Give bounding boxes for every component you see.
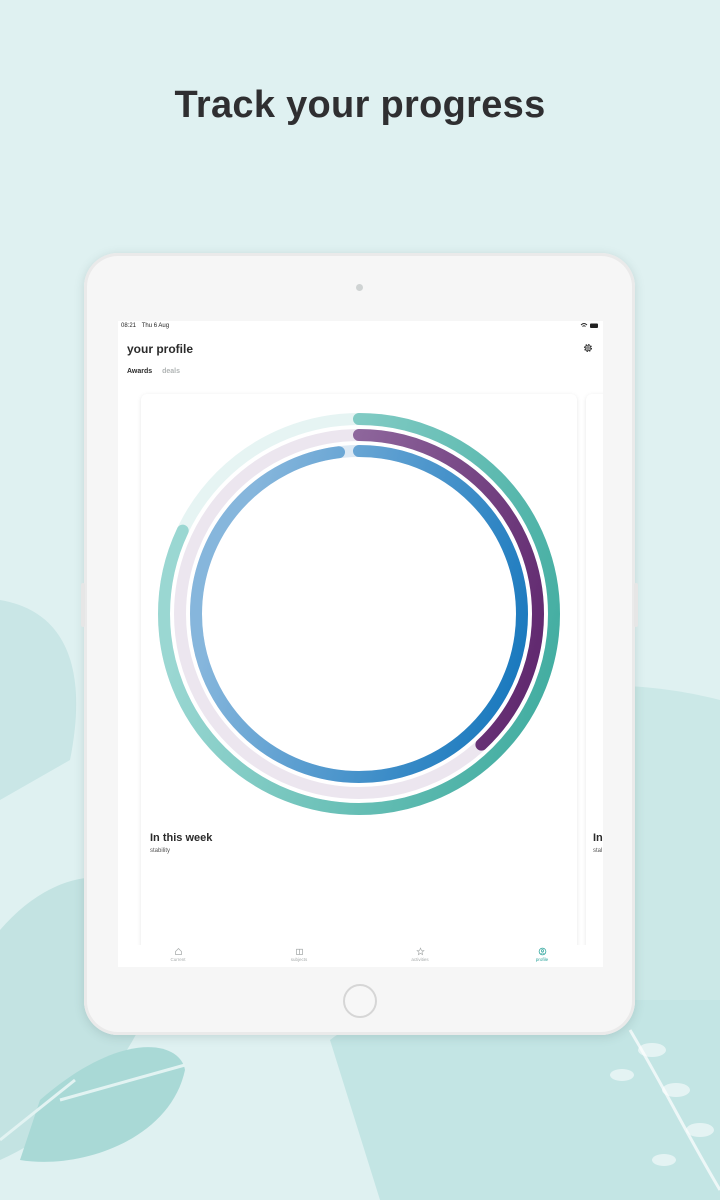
camera	[356, 284, 363, 291]
tab-deals[interactable]: deals	[162, 368, 181, 375]
tablet-frame: 08:21 Thu 6 Aug your profile Awards deal…	[81, 253, 638, 1035]
page-title: your profile	[127, 342, 194, 356]
ring-progress-inner	[190, 445, 528, 783]
segment-tabs: Awards deals	[127, 368, 188, 375]
progress-rings	[158, 413, 560, 815]
side-button-left	[81, 583, 85, 627]
headline: Track your progress	[174, 84, 546, 126]
ring-progress-middle	[174, 429, 544, 799]
tab-bar-profile[interactable]: profile	[512, 947, 572, 962]
card-title: In this week	[150, 832, 213, 844]
right-blob	[330, 992, 720, 1200]
status-date: Thu 6 Aug	[141, 323, 170, 329]
tab-bar: Current subjects activities	[118, 945, 603, 967]
next-card-subtitle: stal	[593, 848, 603, 854]
wifi-icon	[580, 323, 588, 327]
left-blob	[0, 600, 77, 800]
home-icon	[174, 947, 182, 955]
next-card-title: In	[593, 832, 603, 844]
tab-bar-activities[interactable]: activities	[390, 947, 450, 962]
tab-awards[interactable]: Awards	[127, 368, 153, 375]
tab-bar-label-profile: profile	[535, 957, 549, 962]
star-icon	[415, 947, 425, 956]
home-button[interactable]	[343, 984, 377, 1018]
tab-bar-subjects[interactable]: subjects	[269, 947, 329, 962]
card-subtitle: stability	[150, 848, 171, 854]
battery-icon	[590, 323, 598, 328]
ring-progress-outer	[158, 413, 560, 815]
progress-card[interactable]: In this week stability	[141, 394, 577, 954]
gear-icon[interactable]	[582, 342, 594, 354]
tab-bar-label-subjects: subjects	[290, 957, 308, 962]
app-screen: 08:21 Thu 6 Aug your profile Awards deal…	[118, 321, 603, 967]
book-icon	[295, 948, 303, 955]
side-button-right	[634, 583, 638, 627]
tab-bar-current[interactable]: Current	[148, 947, 208, 962]
status-time: 08:21	[121, 323, 137, 329]
profile-icon	[538, 947, 546, 956]
tab-bar-label-current: Current	[170, 957, 186, 962]
next-card-peek[interactable]: In stal	[586, 394, 603, 954]
status-bar: 08:21 Thu 6 Aug	[118, 321, 603, 333]
tab-bar-label-activities: activities	[411, 957, 429, 962]
